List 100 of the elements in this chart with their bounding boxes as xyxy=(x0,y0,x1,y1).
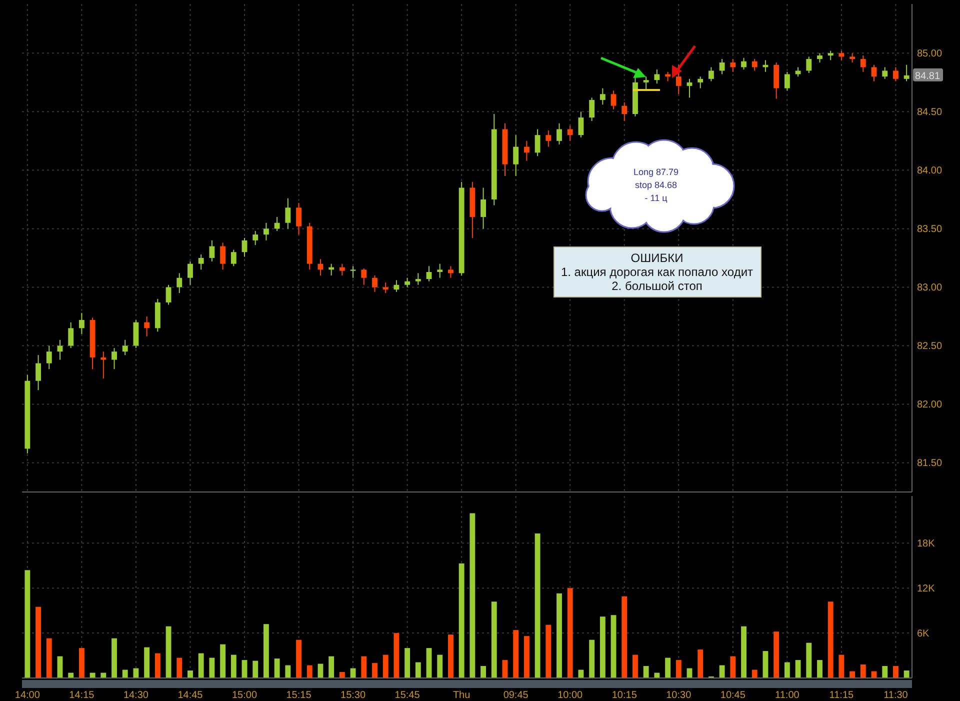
bar xyxy=(230,654,236,678)
candlestick xyxy=(567,125,573,142)
candlestick xyxy=(600,88,606,106)
bar xyxy=(372,663,378,678)
y-tick-label: 82.00 xyxy=(917,400,942,411)
bar xyxy=(470,513,476,678)
candlestick xyxy=(556,122,562,145)
bar xyxy=(904,670,910,678)
bar xyxy=(46,638,52,678)
bar xyxy=(426,648,432,678)
bar xyxy=(676,660,682,678)
candlestick xyxy=(534,128,540,157)
candlestick xyxy=(871,64,877,82)
bar xyxy=(382,654,388,678)
candlestick xyxy=(176,272,182,294)
bar xyxy=(838,654,844,678)
x-tick-label: 14:00 xyxy=(14,690,40,701)
x-tick-label: 11:00 xyxy=(775,690,800,701)
candlestick xyxy=(274,216,280,232)
bar xyxy=(784,662,790,678)
candlestick xyxy=(122,339,128,356)
candlestick xyxy=(263,222,269,241)
candlestick xyxy=(893,66,898,82)
candlestick xyxy=(350,266,356,278)
annotation: 2. большой стоп xyxy=(612,279,702,293)
x-tick-label: 11:15 xyxy=(829,690,854,701)
bar xyxy=(263,624,269,678)
bar xyxy=(546,624,552,678)
candlestick xyxy=(100,351,106,379)
candlestick xyxy=(817,52,822,64)
y-tick-label: 83.00 xyxy=(917,282,942,294)
candlestick xyxy=(166,284,172,306)
candlestick xyxy=(372,275,378,292)
x-tick-label: Thu xyxy=(452,690,470,701)
bar xyxy=(850,671,856,678)
candlestick xyxy=(752,58,758,72)
candlestick xyxy=(448,266,454,278)
candlestick xyxy=(795,66,801,78)
y-tick-label: 83.50 xyxy=(917,224,942,236)
bar xyxy=(78,648,84,678)
candlestick xyxy=(686,78,692,98)
candlestick xyxy=(230,249,236,267)
candlestick xyxy=(252,230,258,246)
bar xyxy=(556,593,562,678)
candlestick xyxy=(741,57,746,70)
annotation: ОШИБКИ xyxy=(630,251,684,265)
bar xyxy=(188,670,193,678)
x-tick-label: 14:30 xyxy=(123,690,149,701)
candlestick xyxy=(46,345,52,370)
candlestick xyxy=(220,242,226,270)
bar xyxy=(274,658,280,678)
candlestick xyxy=(838,50,844,61)
bar xyxy=(632,654,638,678)
x-tick-label: 11:30 xyxy=(884,690,908,701)
x-tick-label: 15:45 xyxy=(394,690,420,701)
x-tick-label: 14:45 xyxy=(178,690,204,701)
candlestick xyxy=(394,280,400,292)
candlestick xyxy=(850,52,856,64)
y-tick-label: 82.50 xyxy=(917,341,942,352)
bar xyxy=(252,660,258,678)
candlestick xyxy=(361,268,367,286)
bar xyxy=(36,606,41,678)
candlestick xyxy=(828,50,834,61)
x-tick-label: 09:45 xyxy=(503,690,529,701)
bar xyxy=(350,668,356,678)
bar xyxy=(361,656,367,678)
candlestick xyxy=(654,69,660,84)
bar xyxy=(752,670,758,678)
bar xyxy=(719,665,725,678)
x-tick-label: 15:00 xyxy=(232,690,258,701)
y-tick-label: 84.00 xyxy=(917,166,942,177)
candlestick xyxy=(209,240,215,262)
bar xyxy=(176,658,182,678)
bar xyxy=(817,660,822,678)
bar xyxy=(339,672,345,678)
candlestick xyxy=(188,260,193,286)
candlestick xyxy=(698,76,704,89)
candlestick xyxy=(480,187,486,230)
candlestick xyxy=(708,66,714,82)
bar xyxy=(698,650,704,678)
bar xyxy=(296,640,302,678)
x-tick-label: 10:30 xyxy=(666,690,692,701)
bar xyxy=(622,596,628,678)
y-tick-label: 84.50 xyxy=(917,107,942,118)
candlestick xyxy=(665,71,671,82)
bar xyxy=(491,602,497,678)
bar xyxy=(795,660,801,678)
candlestick xyxy=(882,66,888,80)
y-tick-label: 6K xyxy=(917,628,930,640)
annotation: 84.81 xyxy=(915,70,940,82)
candlestick xyxy=(774,62,780,100)
bar xyxy=(122,670,128,678)
candlestick xyxy=(904,64,910,82)
y-tick-label: 18K xyxy=(917,538,936,550)
annotation: stop 84.68 xyxy=(634,180,678,190)
bar xyxy=(144,647,150,678)
bar xyxy=(860,664,866,678)
x-tick-label: 10:00 xyxy=(558,690,584,701)
bar xyxy=(828,602,834,678)
bar xyxy=(394,633,400,678)
